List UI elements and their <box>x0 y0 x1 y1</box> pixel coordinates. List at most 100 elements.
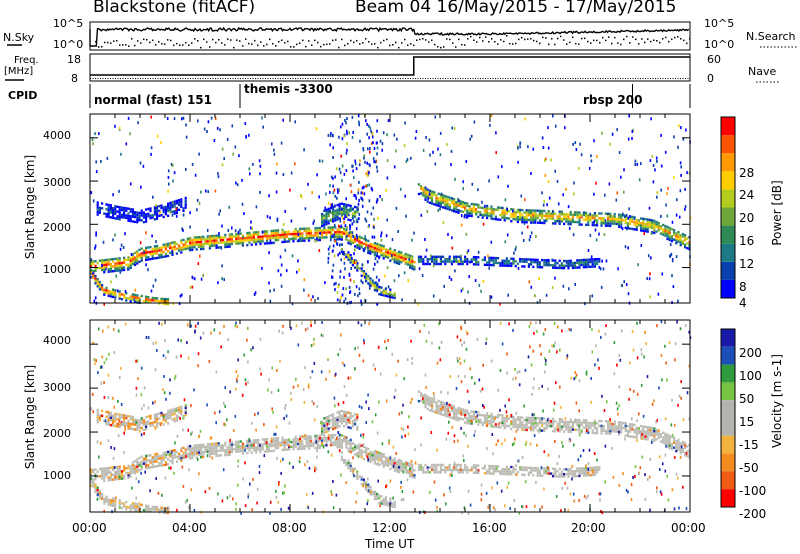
power-noise-pixel <box>387 119 390 123</box>
power-pixel <box>406 253 409 257</box>
power-pixel <box>492 212 495 216</box>
power-pixel <box>437 255 440 258</box>
power-pixel <box>521 220 524 224</box>
power-noise-pixel <box>386 159 389 163</box>
power-pixel <box>424 198 427 201</box>
power-pixel <box>96 201 99 204</box>
velocity-pixel <box>167 417 170 420</box>
power-noise-pixel <box>484 204 486 208</box>
power-noise-pixel <box>364 299 367 303</box>
power-pixel <box>118 262 121 265</box>
power-pixel <box>457 201 460 205</box>
velocity-pixel <box>162 459 165 462</box>
velocity-noise-pixel <box>118 419 120 423</box>
power-pixel <box>439 255 442 258</box>
velocity-pixel <box>354 475 357 478</box>
velocity-pixel <box>349 448 352 451</box>
velocity-pixel <box>569 425 572 429</box>
power-pixel <box>391 257 394 261</box>
velocity-pixel <box>428 401 431 405</box>
power-pixel <box>420 185 423 188</box>
power-noise-pixel <box>593 192 595 196</box>
power-pixel <box>327 207 330 211</box>
power-pixel <box>327 210 330 213</box>
power-pixel <box>127 263 130 266</box>
velocity-pixel <box>492 465 495 468</box>
power-pixel <box>334 216 337 220</box>
velocity-pixel <box>171 413 174 416</box>
power-pixel <box>217 241 220 244</box>
velocity-noise-pixel <box>297 384 299 388</box>
power-pixel <box>587 218 590 222</box>
velocity-noise-pixel <box>469 367 471 371</box>
power-pixel <box>147 258 150 261</box>
power-pixel <box>162 211 165 214</box>
velocity-noise-pixel <box>185 454 187 458</box>
velocity-pixel <box>523 468 526 472</box>
velocity-pixel <box>338 425 341 428</box>
power-noise-pixel <box>542 146 545 149</box>
power-noise-pixel <box>168 182 170 186</box>
velocity-pixel <box>382 463 385 466</box>
power-pixel <box>543 209 546 213</box>
power-pixel <box>393 292 396 295</box>
velocity-pixel <box>424 396 427 399</box>
velocity-pixel <box>607 422 610 425</box>
power-pixel <box>149 207 152 210</box>
power-noise-pixel <box>235 181 237 185</box>
velocity-pixel <box>426 395 429 398</box>
velocity-pixel <box>103 477 106 480</box>
velocity-noise-pixel <box>301 321 303 325</box>
power-pixel <box>182 245 185 249</box>
power-pixel <box>677 233 680 236</box>
velocity-pixel <box>178 416 181 419</box>
power-pixel <box>206 235 209 238</box>
power-pixel <box>367 277 370 280</box>
power-noise-pixel <box>545 157 547 161</box>
velocity-pixel <box>477 411 480 414</box>
power-noise-pixel <box>424 238 426 241</box>
power-noise-pixel <box>470 134 473 138</box>
velocity-pixel <box>127 415 130 418</box>
power-pixel <box>615 222 618 226</box>
velocity-noise-pixel <box>512 328 514 332</box>
power-noise-pixel <box>340 224 342 228</box>
velocity-pixel <box>376 492 379 496</box>
velocity-pixel <box>514 425 517 429</box>
velocity-pixel <box>411 470 414 474</box>
power-pixel <box>668 226 671 230</box>
velocity-pixel <box>222 449 225 452</box>
velocity-pixel <box>453 407 456 411</box>
power-pixel <box>655 225 658 228</box>
velocity-cbar-tick: -50 <box>739 461 759 475</box>
power-noise-pixel <box>575 148 578 151</box>
velocity-pixel <box>136 468 139 471</box>
velocity-noise-pixel <box>363 341 365 345</box>
velocity-noise-pixel <box>310 324 312 328</box>
power-pixel <box>459 200 462 203</box>
power-pixel <box>490 210 493 213</box>
velocity-pixel <box>527 466 530 469</box>
velocity-noise-pixel <box>140 366 143 370</box>
velocity-pixel <box>455 418 458 421</box>
power-noise-pixel <box>680 126 682 130</box>
power-pixel <box>248 234 251 237</box>
power-pixel <box>455 203 458 206</box>
velocity-pixel <box>532 424 535 427</box>
velocity-pixel <box>547 469 550 473</box>
velocity-pixel <box>523 426 526 429</box>
velocity-pixel <box>208 450 211 453</box>
power-pixel <box>200 243 203 246</box>
velocity-pixel <box>664 439 667 443</box>
velocity-noise-pixel <box>476 338 479 341</box>
power-pixel <box>455 201 458 204</box>
power-noise-pixel <box>181 293 183 297</box>
power-pixel <box>497 261 500 265</box>
velocity-pixel <box>120 472 123 475</box>
power-pixel <box>131 255 134 258</box>
velocity-pixel <box>217 449 220 452</box>
power-noise-pixel <box>226 137 229 141</box>
power-noise-pixel <box>258 159 261 163</box>
velocity-pixel <box>241 452 244 455</box>
power-pixel <box>459 262 462 266</box>
